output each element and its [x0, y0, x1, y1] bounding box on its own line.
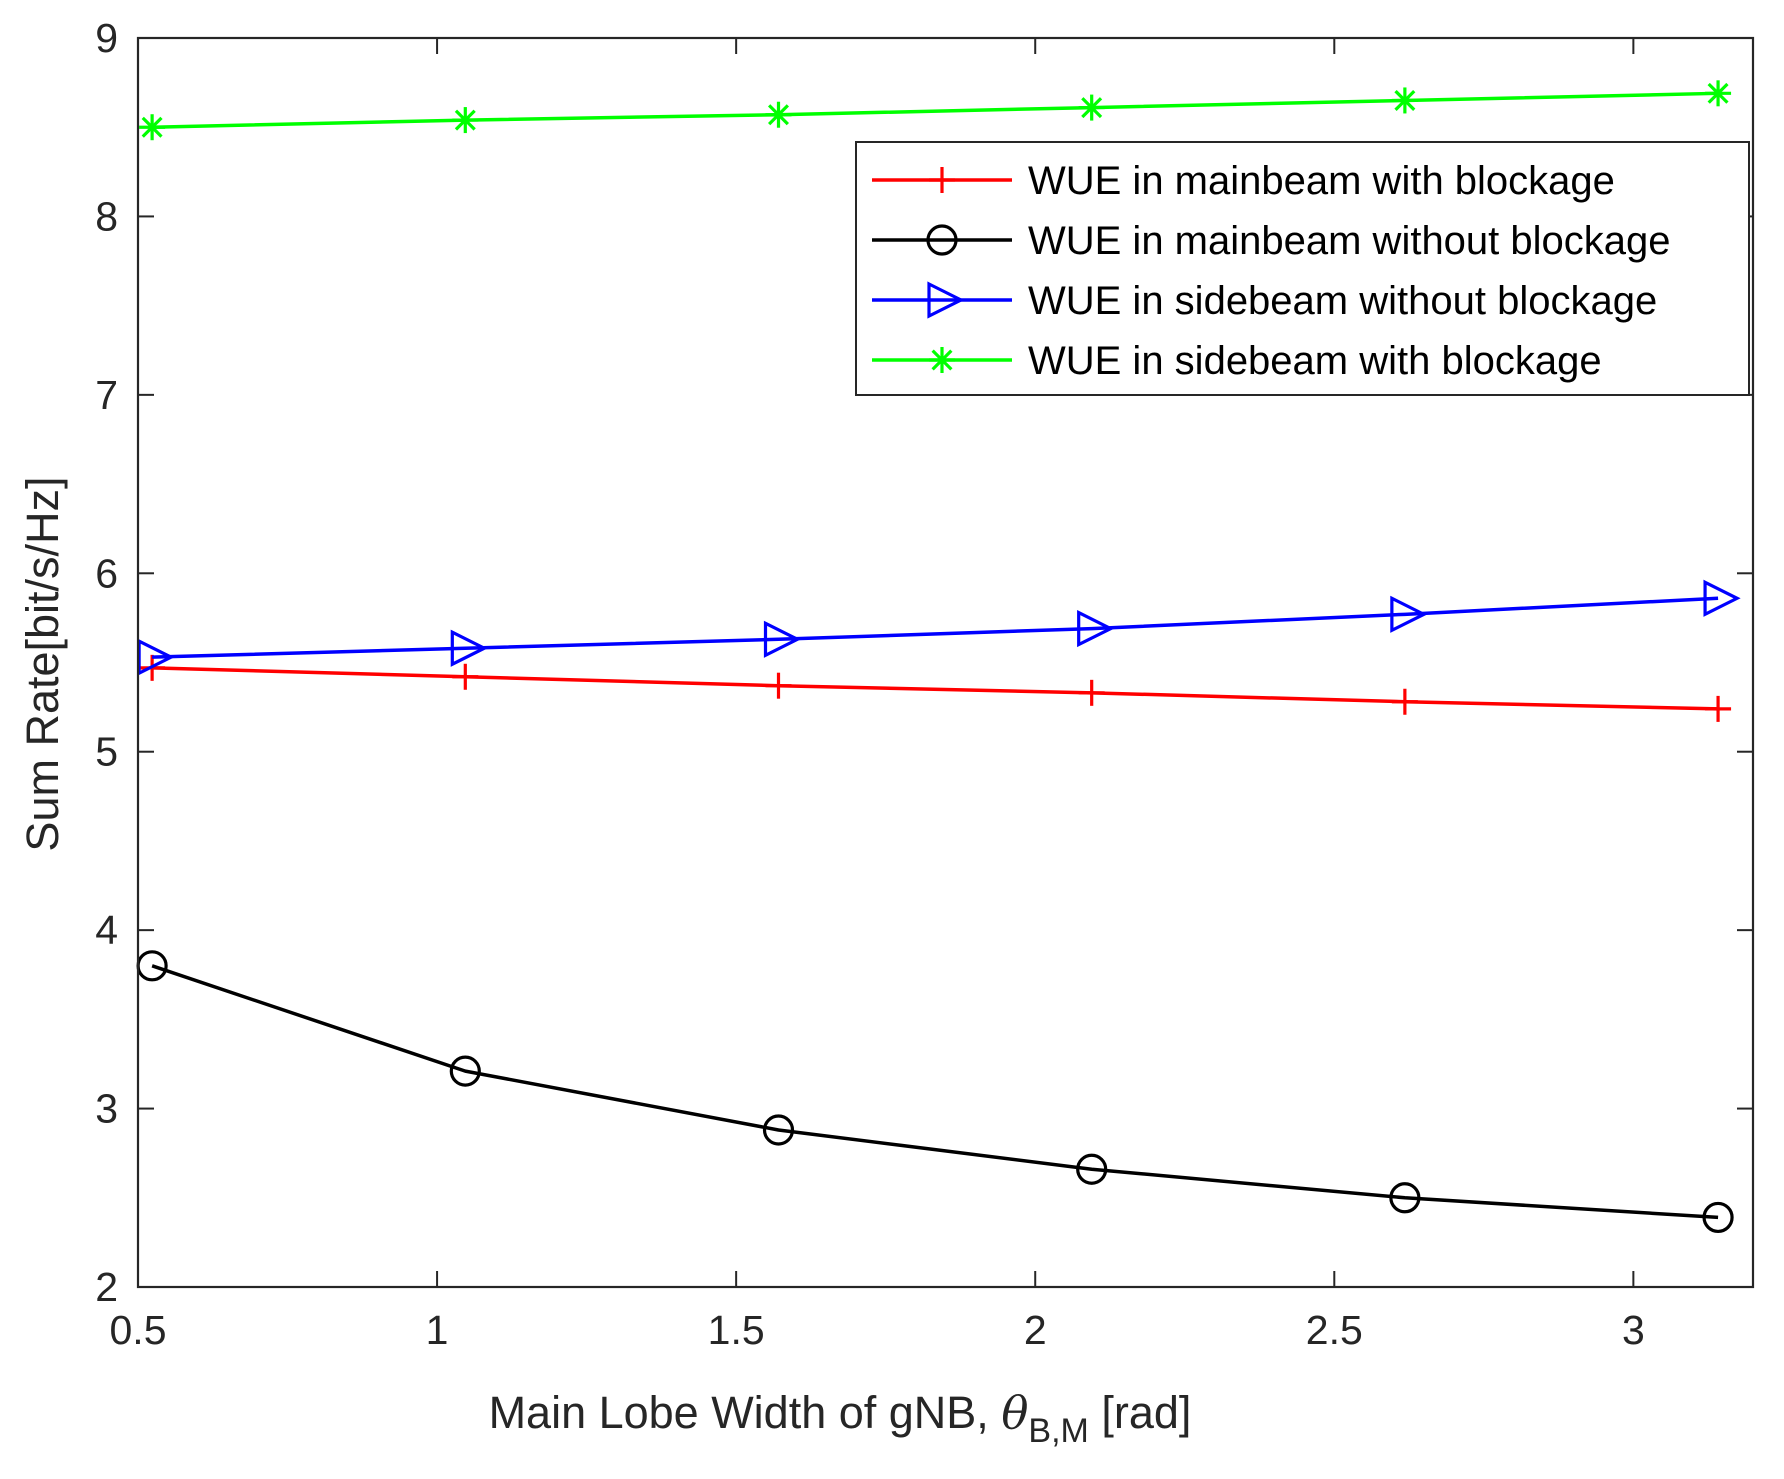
- legend-box: [855, 141, 1750, 396]
- data-point: [1391, 87, 1418, 114]
- x-axis-label: Main Lobe Width of gNB, θB,M [rad]: [489, 1386, 1192, 1450]
- data-point: [452, 107, 479, 134]
- series-1: [139, 654, 1732, 722]
- x-tick-label: 1: [426, 1307, 449, 1353]
- y-tick-label: 2: [95, 1264, 118, 1310]
- data-point: [137, 638, 175, 676]
- data-point: [449, 1055, 481, 1087]
- data-point: [450, 629, 488, 667]
- asterisk-stroke: [141, 116, 163, 138]
- asterisk-stroke: [1707, 82, 1729, 104]
- data-point: [139, 114, 166, 141]
- asterisk-stroke: [768, 104, 789, 126]
- data-point: [1078, 94, 1105, 121]
- legend-item: WUE in sidebeam without blockage: [872, 279, 1657, 323]
- series-4: [139, 80, 1732, 141]
- legend-item: WUE in mainbeam without blockage: [872, 219, 1671, 263]
- circle-marker: [926, 224, 958, 256]
- x-axis-label-subscript: B,M: [1028, 1412, 1088, 1450]
- circle-marker: [762, 1114, 795, 1146]
- data-point: [1705, 80, 1732, 107]
- data-point: [1076, 1153, 1108, 1185]
- x-axis-label-unit: [rad]: [1089, 1387, 1192, 1438]
- data-point: [1389, 1182, 1421, 1214]
- legend-label: WUE in mainbeam with blockage: [1028, 159, 1615, 203]
- legend-marker: [929, 347, 955, 373]
- circle-marker: [1076, 1153, 1108, 1185]
- x-axis-label-symbol: θ: [1001, 1386, 1028, 1439]
- series-line: [151, 964, 1719, 1220]
- x-tick-label: 2: [1024, 1307, 1047, 1353]
- legend-label: WUE in sidebeam with blockage: [1028, 339, 1602, 383]
- triangle-marker: [927, 281, 965, 319]
- y-tick-label: 7: [95, 372, 118, 418]
- y-axis-label: Sum Rate[bit/s/Hz]: [17, 476, 68, 851]
- data-point: [1078, 679, 1105, 706]
- circle-marker: [1389, 1182, 1421, 1214]
- asterisk-stroke: [931, 349, 953, 371]
- series-line: [152, 91, 1719, 129]
- triangle-marker: [450, 629, 488, 667]
- triangle-marker: [1390, 595, 1428, 633]
- triangle-marker: [763, 620, 802, 658]
- legend: WUE in mainbeam with blockage WUE in main…: [855, 141, 1750, 396]
- legend-marker: [926, 224, 958, 256]
- data-point: [1391, 688, 1418, 715]
- legend-label: WUE in mainbeam without blockage: [1028, 219, 1671, 263]
- series-3: [137, 579, 1741, 676]
- legend-marker: [927, 281, 965, 319]
- y-tick-label: 8: [95, 193, 118, 239]
- data-point: [452, 663, 479, 690]
- x-tick-label: 1.5: [708, 1307, 765, 1353]
- asterisk-stroke: [1394, 89, 1416, 111]
- data-point: [762, 1114, 795, 1146]
- triangle-marker: [1077, 610, 1115, 648]
- asterisk-stroke: [454, 109, 476, 131]
- series-line: [152, 596, 1719, 659]
- circle-marker: [1702, 1201, 1734, 1234]
- data-point: [1705, 695, 1732, 722]
- x-tick-label: 2.5: [1306, 1307, 1363, 1353]
- series-line: [152, 666, 1719, 711]
- y-tick-label: 3: [95, 1086, 118, 1132]
- axes-frame: [136, 36, 1755, 1289]
- triangle-marker: [137, 638, 175, 676]
- data-point: [1390, 595, 1428, 633]
- circle-marker: [449, 1055, 481, 1087]
- y-tick-label: 5: [95, 729, 118, 775]
- data-point: [1702, 1201, 1734, 1234]
- y-tick-label: 6: [95, 550, 118, 596]
- x-axis-label-main: Main Lobe Width of gNB,: [489, 1387, 1002, 1438]
- data-point: [1703, 579, 1741, 617]
- axes-layer: 0.5 1 1.5 2 2.5 3 2 3 4 5 6 7 8 9: [95, 15, 1755, 1353]
- legend-item: WUE in mainbeam with blockage: [872, 159, 1615, 203]
- x-tick-label: 0.5: [110, 1307, 167, 1353]
- triangle-marker: [1703, 579, 1741, 617]
- y-tick-label: 9: [95, 15, 118, 61]
- legend-marker: [929, 167, 955, 193]
- y-tick-label: 4: [95, 907, 118, 953]
- data-point: [763, 620, 802, 658]
- data-point: [765, 672, 792, 699]
- asterisk-stroke: [1081, 97, 1103, 119]
- legend-item: WUE in sidebeam with blockage: [872, 339, 1602, 383]
- legend-label: WUE in sidebeam without blockage: [1028, 279, 1657, 323]
- x-tick-label: 3: [1622, 1307, 1645, 1353]
- data-point: [1077, 610, 1115, 648]
- data-point: [765, 101, 792, 128]
- series-layer: [136, 80, 1741, 1234]
